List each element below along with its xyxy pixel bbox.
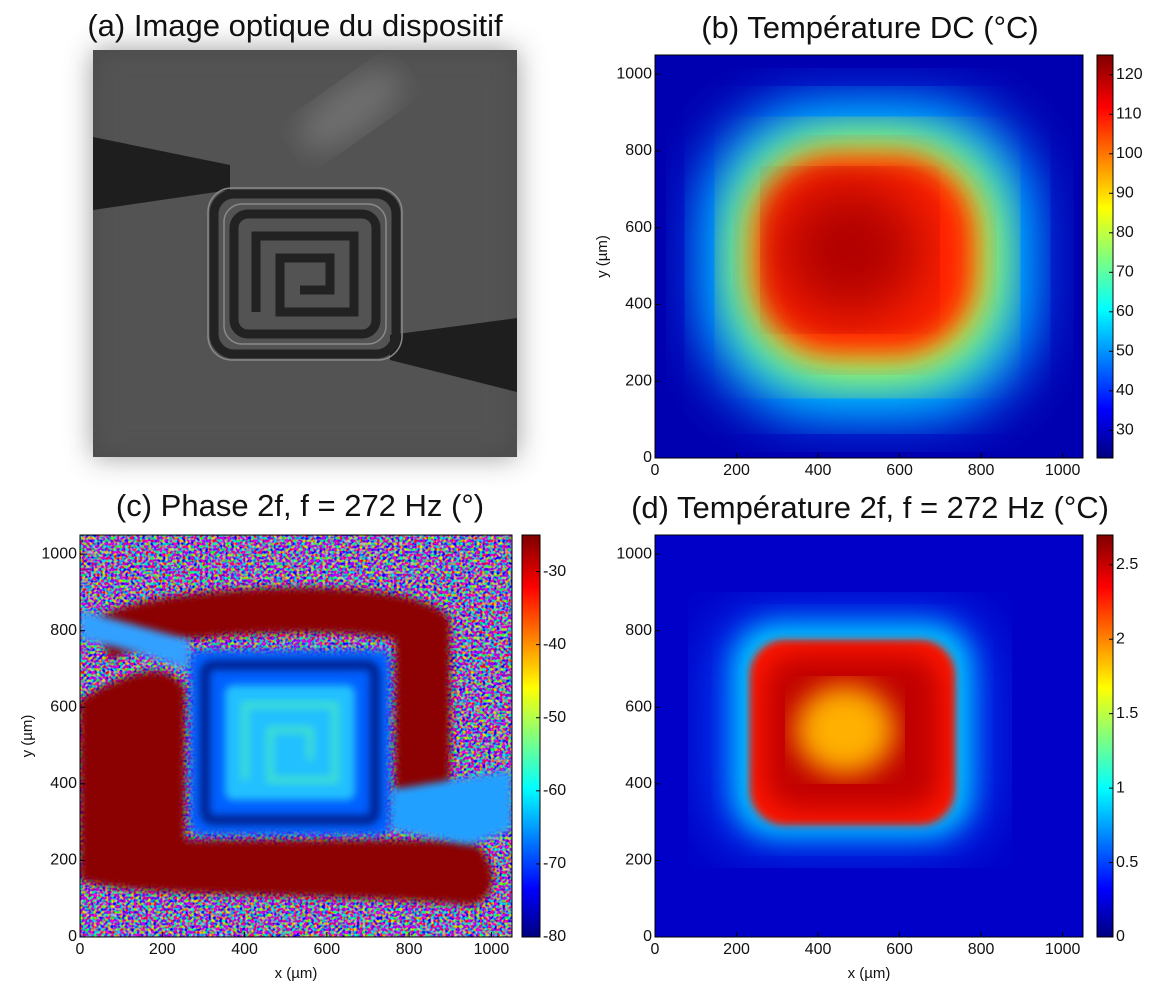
colorbar-tick-label: 40 bbox=[1116, 382, 1134, 399]
colorbar-tick-label: 0.5 bbox=[1116, 854, 1138, 871]
colorbar bbox=[1096, 54, 1114, 459]
colorbar-tick-label: 1.5 bbox=[1116, 705, 1138, 722]
x-tick-label: 400 bbox=[805, 941, 832, 958]
heatmap-image bbox=[80, 535, 512, 937]
x-tick-label: 800 bbox=[968, 941, 995, 958]
colorbar-tick-label: 1 bbox=[1116, 779, 1125, 796]
optical-image bbox=[93, 50, 517, 457]
x-tick-label: 400 bbox=[805, 462, 832, 479]
y-tick-label: 800 bbox=[625, 142, 652, 159]
y-tick-label: 400 bbox=[50, 775, 77, 792]
panel-title: (a) Image optique du dispositif bbox=[87, 8, 503, 43]
colorbar-tick-label: 110 bbox=[1116, 105, 1142, 122]
x-tick-label: 200 bbox=[723, 941, 750, 958]
y-tick-label: 200 bbox=[625, 372, 652, 389]
colorbar-tick-label: 60 bbox=[1116, 303, 1134, 320]
colorbar-tick-label: 2.5 bbox=[1116, 556, 1138, 573]
y-tick-label: 600 bbox=[625, 219, 652, 236]
y-axis-label: y (µm) bbox=[594, 235, 611, 278]
colorbar-tick-label: 100 bbox=[1116, 145, 1143, 162]
x-tick-label: 600 bbox=[886, 941, 913, 958]
x-tick-label: 0 bbox=[651, 941, 660, 958]
y-tick-label: 200 bbox=[50, 852, 77, 869]
y-tick-label: 800 bbox=[625, 622, 652, 639]
y-tick-label: 1000 bbox=[616, 65, 652, 82]
x-tick-label: 200 bbox=[723, 462, 750, 479]
x-tick-label: 0 bbox=[76, 941, 85, 958]
panel-title: (b) Température DC (°C) bbox=[701, 10, 1038, 45]
colorbar-tick-label: -60 bbox=[543, 782, 566, 799]
plot-frame bbox=[654, 534, 1084, 938]
x-tick-label: 400 bbox=[231, 941, 258, 958]
x-tick-label: 800 bbox=[968, 462, 995, 479]
colorbar bbox=[1096, 534, 1114, 938]
y-tick-label: 600 bbox=[625, 699, 652, 716]
colorbar-tick-label: -30 bbox=[543, 563, 566, 580]
colorbar-tick-label: 70 bbox=[1116, 264, 1134, 281]
colorbar-tick-label: -70 bbox=[543, 855, 566, 872]
y-tick-label: 1000 bbox=[616, 545, 652, 562]
colorbar-tick-label: 90 bbox=[1116, 185, 1134, 202]
x-tick-label: 600 bbox=[314, 941, 341, 958]
colorbar-tick-label: -80 bbox=[543, 928, 566, 945]
colorbar-tick-label: 2 bbox=[1116, 630, 1125, 647]
x-tick-label: 600 bbox=[886, 462, 913, 479]
colorbar-tick-label: 80 bbox=[1116, 224, 1134, 241]
x-tick-label: 200 bbox=[149, 941, 176, 958]
x-tick-label: 800 bbox=[396, 941, 423, 958]
panel-title: (c) Phase 2f, f = 272 Hz (°) bbox=[116, 488, 484, 523]
heatmap-image bbox=[655, 535, 1083, 937]
colorbar-tick-label: 30 bbox=[1116, 422, 1134, 439]
y-tick-label: 400 bbox=[625, 775, 652, 792]
plot-frame bbox=[79, 534, 513, 938]
colorbar-tick-label: -50 bbox=[543, 709, 566, 726]
x-tick-label: 1000 bbox=[1045, 462, 1081, 479]
y-tick-label: 0 bbox=[643, 928, 652, 945]
colorbar-tick-label: 50 bbox=[1116, 343, 1134, 360]
x-tick-label: 0 bbox=[651, 462, 660, 479]
x-axis-label: x (µm) bbox=[848, 965, 891, 982]
y-tick-label: 1000 bbox=[41, 545, 77, 562]
colorbar-tick-label: 0 bbox=[1116, 928, 1125, 945]
colorbar-tick-label: 120 bbox=[1116, 66, 1143, 83]
y-tick-label: 0 bbox=[68, 928, 77, 945]
y-tick-label: 600 bbox=[50, 699, 77, 716]
x-tick-label: 1000 bbox=[1045, 941, 1081, 958]
x-tick-label: 1000 bbox=[474, 941, 510, 958]
panel-title: (d) Température 2f, f = 272 Hz (°C) bbox=[631, 490, 1109, 525]
colorbar bbox=[521, 534, 541, 938]
x-axis-label: x (µm) bbox=[275, 965, 318, 982]
y-tick-label: 800 bbox=[50, 622, 77, 639]
colorbar-tick-label: -40 bbox=[543, 636, 566, 653]
plot-frame bbox=[654, 54, 1084, 459]
y-tick-label: 400 bbox=[625, 296, 652, 313]
y-axis-label: y (µm) bbox=[19, 715, 36, 758]
y-tick-label: 200 bbox=[625, 852, 652, 869]
y-tick-label: 0 bbox=[643, 449, 652, 466]
heatmap-image bbox=[655, 55, 1083, 458]
